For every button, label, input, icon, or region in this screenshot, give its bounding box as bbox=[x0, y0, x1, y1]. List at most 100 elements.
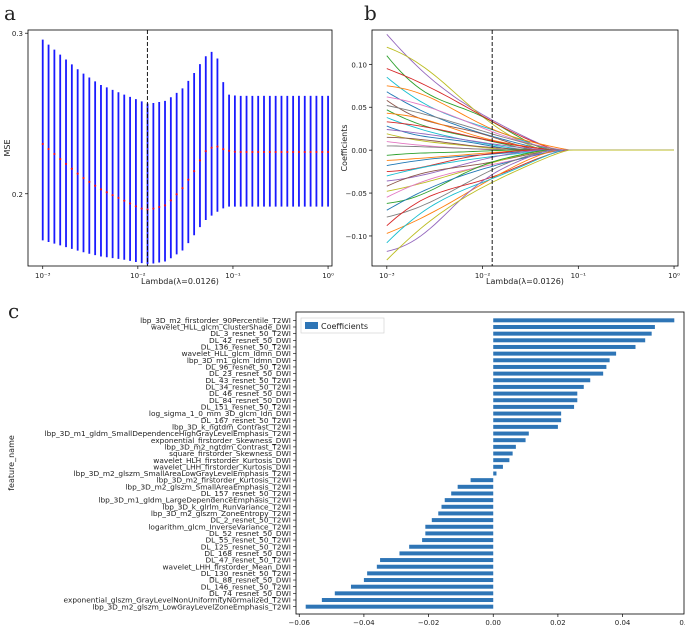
feature-label: DL_2_resnet_50_T2WI bbox=[210, 516, 291, 525]
bar-x-tick-label: −0.06 bbox=[289, 619, 311, 627]
feature-label: DL_136_resnet_50_T2WI bbox=[201, 343, 291, 352]
feature-label: lbp_3D_k_ngtdm_Contrast_T2WI bbox=[172, 422, 291, 431]
mse-plot-frame bbox=[27, 29, 333, 267]
coef-axes: 10⁻³ 10⁻² 10⁻¹ 10⁰ −0.10 −0.05 0.00 0.05 0.10 bbox=[346, 30, 680, 280]
coef-bar bbox=[350, 584, 494, 589]
feature-label: lbp_3D_m2_ngtdm_Contrast_T2WI bbox=[164, 442, 291, 451]
coef-bar bbox=[493, 318, 675, 323]
mse-y-tick-label: 0.3 bbox=[12, 30, 23, 38]
feature-label: lbp_3D_m2_glszm_SmallAreaEmphasis_T2WI bbox=[125, 482, 291, 491]
panel-label-b: b bbox=[364, 1, 377, 25]
feature-label: lbp_3D_m2_firstorder_90Percentile_T2WI bbox=[140, 316, 291, 325]
mse-point bbox=[70, 167, 73, 170]
coef-path bbox=[386, 149, 674, 204]
feature-label: DL_130_resnet_50_T2WI bbox=[201, 569, 291, 578]
coef-x-tick-label: 10⁻¹ bbox=[571, 272, 587, 280]
feature-label: DL_3_resnet_50_T2WI bbox=[210, 329, 291, 338]
mse-point bbox=[233, 150, 236, 153]
mse-point bbox=[175, 193, 178, 196]
coef-bar bbox=[493, 351, 617, 356]
feature-label: wavelet_HLL_glcm_Idmn_DWI bbox=[181, 349, 291, 358]
mse-point bbox=[262, 150, 266, 154]
coefficients-panel: 10⁻³ 10⁻² 10⁻¹ 10⁰ −0.10 −0.05 0.00 0.05 0.10 La… bbox=[340, 29, 680, 286]
feature-label: DL_52_resnet_50_DWI bbox=[209, 529, 291, 538]
bar-legend: Coefficients bbox=[300, 317, 385, 334]
feature-label: DL_146_resnet_50_T2WI bbox=[201, 582, 291, 591]
coef-bar bbox=[493, 398, 578, 403]
mse-point bbox=[245, 150, 248, 154]
mse-point bbox=[193, 170, 196, 173]
legend-swatch bbox=[305, 322, 318, 329]
coef-bar bbox=[493, 471, 497, 476]
coef-bar bbox=[493, 384, 584, 389]
coef-bar bbox=[422, 538, 494, 543]
mse-point bbox=[198, 159, 202, 162]
legend-box bbox=[300, 317, 385, 334]
coef-bar bbox=[493, 458, 510, 463]
coef-bar bbox=[493, 338, 646, 343]
bar-marks bbox=[305, 318, 675, 609]
mse-point bbox=[227, 149, 231, 152]
coef-bar bbox=[380, 558, 494, 563]
bar-x-tick-label: 0.04 bbox=[615, 619, 631, 627]
mse-point bbox=[257, 150, 260, 154]
mse-x-tick-label: 10⁻³ bbox=[35, 272, 51, 280]
mse-point bbox=[274, 150, 277, 154]
coef-bar bbox=[363, 578, 494, 583]
feature-label: lbp_3D_m1_gldm_LargeDependenceEmphasis_T… bbox=[98, 496, 291, 505]
mse-point bbox=[251, 150, 254, 154]
coef-y-axis-label: Coefficients bbox=[340, 124, 349, 171]
mse-point bbox=[210, 146, 213, 149]
feature-label: DL_157_resnet_50_T2WI bbox=[201, 489, 291, 498]
mse-point bbox=[47, 147, 50, 151]
mse-point bbox=[41, 142, 44, 146]
mse-point bbox=[59, 157, 62, 161]
coef-bar bbox=[493, 451, 513, 456]
feature-label: lbp_3D_k_glrlm_RunVariance_T2WI bbox=[163, 502, 291, 511]
mse-point bbox=[326, 150, 330, 154]
bar-y-axis-label: feature_name bbox=[7, 435, 16, 491]
mse-point bbox=[187, 178, 190, 181]
coef-path bbox=[386, 34, 674, 151]
feature-label: lbp_3D_m2_glszm_ZoneEntropy_T2WI bbox=[151, 509, 291, 518]
mse-point bbox=[53, 152, 56, 156]
feature-label: wavelet_HLH_firstorder_Kurtosis_DWI bbox=[153, 456, 291, 465]
coef-bar bbox=[367, 571, 494, 576]
feature-label: DL_55_resnet_50_T2WI bbox=[205, 536, 291, 545]
coef-plot-frame bbox=[371, 29, 679, 267]
feature-label: DL_84_resnet_50_DWI bbox=[209, 396, 291, 405]
mse-x-tick-label: 10⁰ bbox=[322, 272, 334, 280]
coef-path bbox=[386, 68, 674, 151]
mse-point bbox=[152, 207, 155, 210]
bar-x-tick-label: 0.06 bbox=[679, 619, 685, 627]
coef-marks bbox=[386, 34, 674, 261]
coef-bar bbox=[409, 544, 494, 549]
coef-bar bbox=[425, 524, 494, 529]
feature-label: exponential_firstorder_Skewness_DWI bbox=[151, 436, 291, 445]
mse-point bbox=[82, 176, 85, 180]
mse-point bbox=[158, 205, 161, 209]
feature-label: DL_46_resnet_50_DWI bbox=[209, 389, 291, 398]
feature-label: DL_88_resnet_50_DWI bbox=[209, 576, 291, 585]
feature-label: DL_125_resnet_50_T2WI bbox=[201, 542, 291, 551]
mse-point bbox=[297, 150, 301, 154]
mse-point bbox=[309, 150, 312, 154]
coef-y-tick-label: 0.00 bbox=[351, 147, 367, 155]
mse-x-tick-label: 10⁻² bbox=[130, 272, 146, 280]
coef-bar bbox=[457, 484, 494, 489]
coef-bar bbox=[493, 331, 652, 336]
bar-plot-frame bbox=[295, 311, 685, 615]
mse-marks bbox=[41, 39, 330, 265]
coef-x-tick-label: 10⁻³ bbox=[379, 272, 395, 280]
coef-bar bbox=[493, 464, 503, 469]
coef-bar bbox=[493, 378, 591, 383]
coef-bar bbox=[493, 411, 562, 416]
coef-bar bbox=[334, 591, 494, 596]
coef-bar bbox=[493, 344, 636, 349]
coef-bar bbox=[493, 418, 562, 423]
mse-point bbox=[134, 205, 138, 208]
bar-x-tick-label: 0.02 bbox=[550, 619, 566, 627]
mse-point bbox=[169, 199, 172, 202]
feature-label: square_firstorder_Skewness_DWI bbox=[169, 449, 291, 458]
mse-point bbox=[222, 148, 225, 151]
